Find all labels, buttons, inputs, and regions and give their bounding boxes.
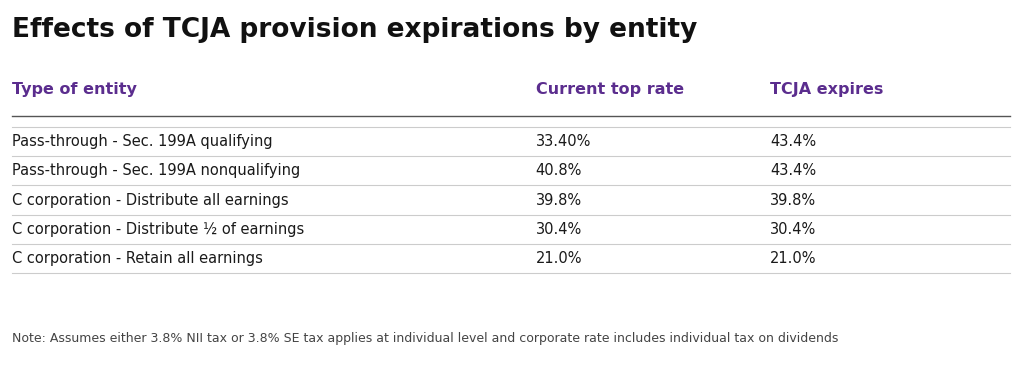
Text: 33.40%: 33.40% [535,134,590,149]
Text: 30.4%: 30.4% [769,222,815,237]
Text: Type of entity: Type of entity [12,83,137,97]
Text: 39.8%: 39.8% [535,193,581,207]
Text: 43.4%: 43.4% [769,134,815,149]
Text: 40.8%: 40.8% [535,163,581,178]
Text: 21.0%: 21.0% [535,251,582,266]
Text: C corporation - Distribute ½ of earnings: C corporation - Distribute ½ of earnings [12,222,305,237]
Text: Effects of TCJA provision expirations by entity: Effects of TCJA provision expirations by… [12,17,697,43]
Text: C corporation - Retain all earnings: C corporation - Retain all earnings [12,251,263,266]
Text: Note: Assumes either 3.8% NII tax or 3.8% SE tax applies at individual level and: Note: Assumes either 3.8% NII tax or 3.8… [12,332,838,345]
Text: Current top rate: Current top rate [535,83,683,97]
Text: Pass-through - Sec. 199A nonqualifying: Pass-through - Sec. 199A nonqualifying [12,163,301,178]
Text: 21.0%: 21.0% [769,251,816,266]
Text: 30.4%: 30.4% [535,222,581,237]
Text: 43.4%: 43.4% [769,163,815,178]
Text: TCJA expires: TCJA expires [769,83,882,97]
Text: 39.8%: 39.8% [769,193,815,207]
Text: Pass-through - Sec. 199A qualifying: Pass-through - Sec. 199A qualifying [12,134,273,149]
Text: C corporation - Distribute all earnings: C corporation - Distribute all earnings [12,193,288,207]
